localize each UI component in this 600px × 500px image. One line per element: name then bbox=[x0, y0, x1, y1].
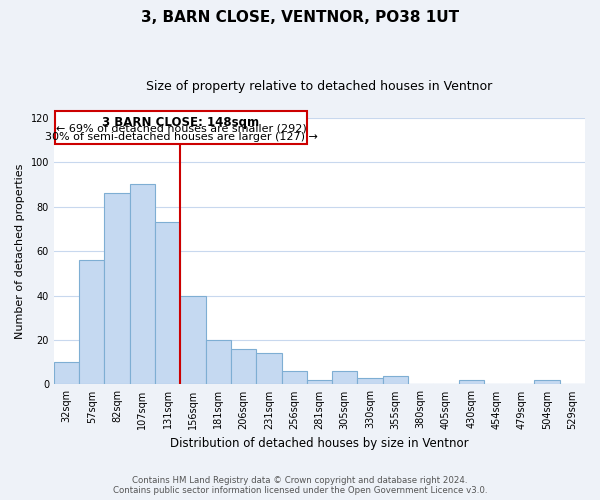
Bar bbox=[206, 340, 231, 384]
Bar bbox=[256, 354, 281, 384]
Bar bbox=[155, 222, 181, 384]
Text: 3 BARN CLOSE: 148sqm: 3 BARN CLOSE: 148sqm bbox=[103, 116, 260, 128]
Bar bbox=[458, 380, 484, 384]
Text: 30% of semi-detached houses are larger (127) →: 30% of semi-detached houses are larger (… bbox=[44, 132, 317, 142]
Bar bbox=[79, 260, 104, 384]
FancyBboxPatch shape bbox=[55, 111, 307, 144]
Text: Contains HM Land Registry data © Crown copyright and database right 2024.
Contai: Contains HM Land Registry data © Crown c… bbox=[113, 476, 487, 495]
Text: ← 69% of detached houses are smaller (292): ← 69% of detached houses are smaller (29… bbox=[56, 124, 307, 134]
Title: Size of property relative to detached houses in Ventnor: Size of property relative to detached ho… bbox=[146, 80, 493, 93]
Bar bbox=[281, 371, 307, 384]
Bar bbox=[181, 296, 206, 384]
Text: 3, BARN CLOSE, VENTNOR, PO38 1UT: 3, BARN CLOSE, VENTNOR, PO38 1UT bbox=[141, 10, 459, 25]
Bar bbox=[104, 194, 130, 384]
Bar bbox=[332, 371, 358, 384]
Bar bbox=[54, 362, 79, 384]
Bar bbox=[231, 349, 256, 384]
Bar bbox=[358, 378, 383, 384]
Bar bbox=[383, 376, 408, 384]
Y-axis label: Number of detached properties: Number of detached properties bbox=[15, 164, 25, 339]
Bar bbox=[535, 380, 560, 384]
X-axis label: Distribution of detached houses by size in Ventnor: Distribution of detached houses by size … bbox=[170, 437, 469, 450]
Bar bbox=[307, 380, 332, 384]
Bar bbox=[130, 184, 155, 384]
